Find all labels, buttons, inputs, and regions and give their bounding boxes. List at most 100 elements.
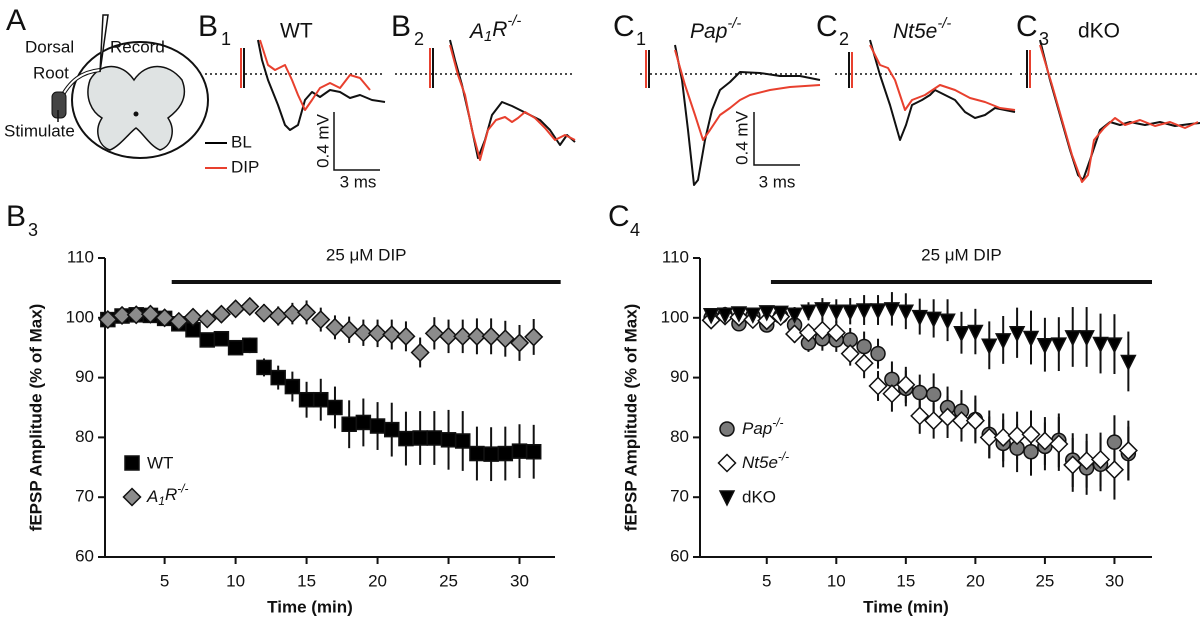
marker <box>242 337 258 354</box>
legend-label: Nt5e-/- <box>742 450 789 473</box>
x-tick-label: 20 <box>368 571 387 590</box>
marker <box>1064 330 1081 347</box>
marker <box>758 305 775 322</box>
panel-letter: C <box>613 10 635 43</box>
marker <box>716 307 734 324</box>
marker <box>855 303 873 320</box>
y-tick-label: 60 <box>670 546 689 565</box>
marker <box>424 323 444 343</box>
x-tick-label: 25 <box>1035 571 1054 590</box>
marker <box>469 445 485 462</box>
marker <box>1106 434 1123 450</box>
panel-subscript: 3 <box>28 220 38 240</box>
legend-marker <box>122 487 142 507</box>
panel-letter: C <box>608 200 630 233</box>
marker <box>284 378 301 395</box>
marker <box>1118 440 1138 461</box>
marker <box>453 326 473 346</box>
marker <box>1008 326 1026 343</box>
marker <box>1036 337 1054 355</box>
x-axis-label: Time (min) <box>863 597 949 616</box>
marker <box>126 305 146 325</box>
scale-bars <box>333 112 800 171</box>
panel-subscript: 4 <box>630 220 640 240</box>
marker <box>355 414 372 431</box>
marker <box>327 399 343 416</box>
marker <box>869 303 887 320</box>
marker <box>155 308 175 328</box>
marker <box>1063 455 1083 475</box>
annotation: 25 μM DIP <box>326 245 407 264</box>
marker <box>981 338 998 355</box>
marker <box>953 326 970 343</box>
y-tick-label: 110 <box>662 247 689 266</box>
legend-label: DIP <box>231 157 259 176</box>
marker <box>744 307 762 324</box>
marker <box>897 304 915 321</box>
marker <box>254 303 274 323</box>
marker <box>197 309 217 329</box>
marker <box>382 324 402 345</box>
marker <box>1035 431 1055 451</box>
marker <box>483 446 499 462</box>
marker <box>939 313 956 330</box>
y-tick-label: 90 <box>75 367 94 386</box>
panel-letter: B <box>198 10 218 43</box>
marker <box>1022 330 1040 348</box>
trace-title: dKO <box>1078 20 1120 43</box>
marker <box>1077 451 1097 471</box>
marker <box>911 384 928 401</box>
legend-label: BL <box>231 132 252 151</box>
x-tick-label: 15 <box>896 571 915 590</box>
marker <box>98 310 118 330</box>
marker <box>786 307 803 324</box>
y-axis-label: fEPSP Amplitude (% of Max) <box>621 304 640 532</box>
trace-title: Nt5e-/- <box>893 16 951 43</box>
marker <box>341 416 357 432</box>
panel-letter: B <box>391 10 411 43</box>
marker <box>828 304 845 321</box>
x-axis-label: Time (min) <box>267 597 353 616</box>
panel-subscript: 1 <box>636 29 646 49</box>
marker <box>1049 434 1069 454</box>
traces-dip <box>259 39 1199 183</box>
marker <box>140 304 160 324</box>
x-tick-label: 30 <box>510 571 529 590</box>
legend-label: WT <box>147 453 173 472</box>
y-tick-label: 100 <box>66 307 94 326</box>
marker <box>856 338 872 355</box>
x-tick-label: 25 <box>439 571 458 590</box>
marker <box>240 296 260 316</box>
x-tick-label: 5 <box>160 571 169 590</box>
marker <box>313 391 329 408</box>
scale-v: 0.4 mV <box>732 110 751 165</box>
y-tick-label: 80 <box>75 427 94 446</box>
marker <box>1021 424 1041 444</box>
marker <box>979 427 999 447</box>
trace-title: A1R-/- <box>468 14 521 45</box>
marker <box>112 305 132 325</box>
marker <box>525 444 542 460</box>
legend-label: A1R-/- <box>146 482 189 508</box>
panel-subscript: 1 <box>221 29 231 49</box>
marker <box>227 339 244 356</box>
marker <box>910 406 930 426</box>
marker <box>481 326 501 346</box>
marker <box>384 421 400 438</box>
legend-label: dKO <box>742 487 776 506</box>
marker <box>438 326 459 346</box>
y-tick-label: 110 <box>67 247 94 266</box>
marker <box>169 311 189 331</box>
marker <box>951 411 972 431</box>
marker <box>426 430 443 446</box>
marker <box>812 320 832 340</box>
marker <box>467 326 487 346</box>
marker <box>353 323 373 343</box>
marker <box>396 326 416 346</box>
panel-subscript: 2 <box>414 29 424 49</box>
y-tick-label: 100 <box>661 307 689 326</box>
marker <box>1023 444 1039 460</box>
